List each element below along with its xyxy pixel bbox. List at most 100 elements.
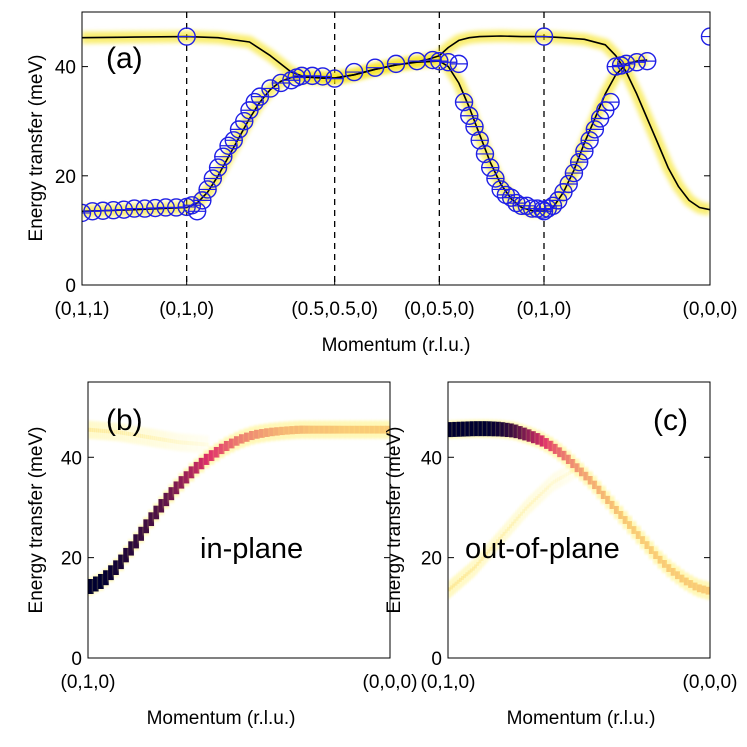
heatmap-cell — [160, 437, 164, 442]
heatmap-cell — [535, 433, 541, 445]
heatmap-cell — [140, 434, 143, 439]
data-point-marker — [460, 106, 479, 125]
heatmap-cell — [528, 502, 532, 507]
heatmap-halo-cell — [467, 563, 471, 582]
heatmap-halo-cell — [146, 428, 149, 447]
heatmap-cell — [478, 559, 482, 564]
panel-b-frame — [87, 381, 391, 659]
heatmap-halo-cell — [116, 423, 119, 442]
heatmap-cell — [93, 576, 99, 592]
heatmap-cell — [467, 570, 471, 575]
panel-b-annotation: in-plane — [200, 533, 303, 565]
heatmap-cell — [98, 573, 104, 589]
heatmap-halo-cell — [100, 421, 103, 440]
heatmap-halo-cell — [528, 495, 532, 514]
heatmap-cell — [118, 430, 121, 435]
panel-a-xtick-label: (0.5,0.5,0) — [291, 299, 378, 320]
heatmap-halo-cell — [126, 424, 129, 443]
heatmap-halo-cell — [158, 430, 162, 449]
heatmap-cell — [304, 425, 311, 434]
heatmap-cell — [96, 428, 99, 433]
data-point — [245, 92, 264, 112]
heatmap-cell — [174, 439, 178, 444]
heatmap-cell — [631, 526, 637, 534]
heatmap-cell — [192, 441, 196, 446]
panel-a-ytick-label: 0 — [65, 276, 76, 297]
heatmap-cell — [517, 426, 523, 440]
heatmap-cell — [661, 560, 667, 568]
heatmap-cell — [173, 481, 180, 495]
heatmap-cell — [364, 425, 371, 434]
heatmap-halo-cell — [122, 424, 125, 443]
data-point — [534, 27, 554, 46]
heatmap-halo-cell — [563, 466, 567, 485]
data-point-marker — [700, 27, 710, 46]
heatmap-halo-cell — [128, 425, 131, 444]
data-point — [423, 50, 442, 70]
panel-a-xtick-label: (0,1,0) — [159, 299, 214, 320]
heatmap-cell — [458, 577, 462, 582]
heatmap-cell — [138, 526, 144, 541]
heatmap-cell — [200, 442, 204, 447]
heatmap-cell — [482, 421, 488, 437]
heatmap-halo-cell — [448, 580, 451, 599]
panel-a: 0 20 40 (0,1,1) (0,1,0) (0.5,0.5,0) (0,0.5,0) (… — [26, 11, 738, 356]
panel-b-ylabel: Energy transfer (meV) — [26, 427, 47, 614]
heatmap-halo-cell — [513, 512, 517, 531]
data-point — [601, 92, 620, 112]
heatmap-cell — [511, 521, 515, 526]
heatmap-cell — [509, 423, 515, 438]
heatmap-halo-cell — [539, 484, 543, 503]
heatmap-cell — [563, 473, 567, 478]
heatmap-cell — [113, 560, 119, 576]
heatmap-cell — [480, 556, 484, 561]
heatmap-halo-cell — [92, 421, 95, 440]
heatmap-halo-cell — [88, 420, 91, 439]
heatmap-halo-cell — [118, 423, 121, 442]
heatmap-halo-cell — [565, 465, 569, 484]
heatmap-cell — [496, 421, 501, 437]
heatmap-cell — [539, 491, 543, 496]
heatmap-cell — [249, 430, 255, 441]
heatmap-cell — [329, 425, 336, 434]
heatmap-halo-cell — [170, 432, 174, 451]
heatmap-halo-cell — [168, 431, 172, 450]
heatmap-halo-cell — [509, 517, 512, 536]
heatmap-cell — [102, 428, 105, 433]
heatmap-cell — [701, 585, 707, 594]
heatmap-cell — [208, 450, 215, 462]
heatmap-halo-cell — [456, 572, 460, 591]
heatmap-cell — [233, 436, 240, 446]
heatmap-cell — [180, 440, 184, 445]
heatmap-halo-cell — [134, 426, 137, 445]
data-point — [187, 202, 207, 221]
heatmap-cell — [570, 459, 576, 469]
heatmap-cell — [450, 585, 453, 590]
heatmap-cell — [132, 432, 135, 437]
heatmap-cell — [548, 483, 552, 488]
heatmap-halo-cell — [160, 430, 164, 449]
heatmap-halo-cell — [190, 434, 194, 453]
heatmap-halo-cell — [176, 433, 180, 452]
panel-a-axes: 0 20 40 (0,1,1) (0,1,0) (0.5,0.5,0) (0,0.5,0) (… — [55, 58, 738, 320]
panel-c-xlabel: Momentum (r.l.u.) — [507, 708, 656, 729]
heatmap-halo-cell — [204, 435, 208, 454]
heatmap-cell — [269, 427, 275, 437]
heatmap-cell — [609, 500, 615, 509]
heatmap-halo-cell — [90, 420, 93, 439]
data-point-marker — [245, 92, 264, 112]
heatmap-halo-cell — [192, 434, 196, 453]
heatmap-cell — [184, 440, 188, 445]
data-point — [198, 180, 217, 199]
data-point — [559, 174, 578, 194]
data-point-marker — [559, 174, 578, 194]
heatmap-cell — [144, 434, 147, 439]
heatmap-cell — [118, 554, 124, 570]
heatmap-cell — [454, 581, 458, 586]
heatmap-cell — [500, 534, 504, 539]
heatmap-halo-cell — [96, 421, 99, 440]
heatmap-cell — [513, 519, 517, 524]
heatmap-cell — [178, 476, 185, 489]
heatmap-cell — [152, 436, 156, 441]
heatmap-cell — [539, 435, 545, 447]
